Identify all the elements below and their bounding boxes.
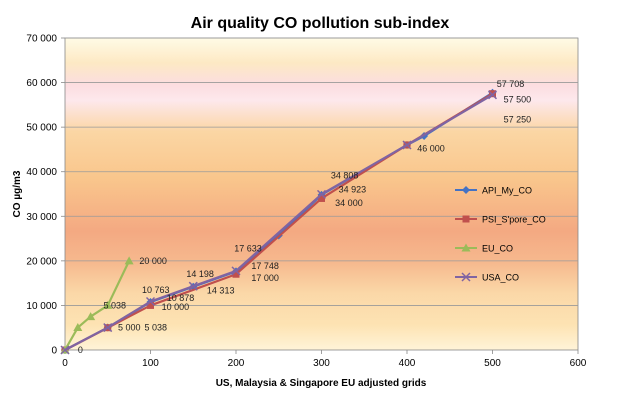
- data-point: [147, 301, 154, 309]
- data-label: 14 313: [207, 285, 235, 295]
- data-point-stroke: [487, 90, 498, 100]
- data-label: 34 000: [335, 198, 363, 208]
- legend-item: USA_CO: [455, 272, 519, 283]
- legend-item: EU_CO: [455, 243, 513, 254]
- x-tick-label: 400: [399, 358, 416, 369]
- data-point-stroke: [402, 140, 412, 150]
- data-label: 57 250: [504, 115, 532, 125]
- x-axis-label: US, Malaysia & Singapore EU adjusted gri…: [216, 378, 427, 389]
- y-tick-label: 30 000: [26, 212, 57, 223]
- data-point: [103, 300, 113, 309]
- legend-swatch-marker: [462, 186, 470, 194]
- data-point-stroke: [145, 296, 156, 307]
- data-label: 34 808: [331, 170, 359, 180]
- data-point-stroke: [231, 266, 241, 276]
- series-usa-co: [60, 90, 498, 355]
- data-point: [60, 345, 70, 355]
- data-label: 5 038: [103, 300, 126, 310]
- y-axis-label: CO µg/m3: [12, 170, 23, 217]
- legend-label: PSI_S'pore_CO: [482, 215, 546, 225]
- y-tick-label: 10 000: [26, 301, 57, 312]
- legend-item: PSI_S'pore_CO: [455, 215, 546, 225]
- x-tick-label: 100: [142, 358, 159, 369]
- data-point: [73, 323, 83, 332]
- x-axis-ticks: 0 100 200 300 400 500 600: [62, 350, 587, 369]
- legend-swatch-marker-stroke: [461, 272, 471, 282]
- data-point: [318, 194, 325, 202]
- legend: API_My_CO PSI_S'pore_CO EU_CO USA_CO: [455, 186, 546, 283]
- data-label: 17 000: [251, 273, 279, 283]
- data-label: 0: [78, 345, 83, 355]
- data-point: [86, 312, 96, 321]
- data-label: 20 000: [139, 256, 167, 266]
- legend-item: API_My_CO: [455, 186, 532, 196]
- data-point: [316, 189, 327, 199]
- chart-title: Air quality CO pollution sub-index: [191, 15, 450, 32]
- y-axis-ticks: 0 10 000 20 000 30 000 40 000 50 000 60 000 70 …: [26, 34, 65, 357]
- data-point: [188, 281, 198, 291]
- data-point-stroke: [103, 323, 113, 333]
- data-label: 57 708: [497, 79, 525, 89]
- data-label: 57 500: [504, 95, 532, 105]
- data-point: [145, 296, 156, 307]
- data-point: [231, 266, 241, 276]
- y-tick-label: 70 000: [26, 34, 57, 45]
- data-label: 14 198: [186, 269, 214, 279]
- data-point: [487, 90, 498, 100]
- data-label: 10 000: [162, 302, 190, 312]
- y-tick-label: 50 000: [26, 123, 57, 134]
- data-point-stroke: [188, 281, 198, 291]
- x-tick-label: 300: [313, 358, 330, 369]
- data-point: [232, 270, 240, 278]
- legend-label: API_My_CO: [482, 186, 532, 196]
- data-label: 17 633: [234, 243, 262, 253]
- data-point: [489, 90, 496, 98]
- legend-label: EU_CO: [482, 244, 513, 254]
- legend-label: USA_CO: [482, 273, 519, 283]
- data-label: 34 923: [339, 185, 367, 195]
- data-label: 10 878: [167, 293, 195, 303]
- y-tick-label: 20 000: [26, 256, 57, 267]
- x-tick-label: 600: [570, 358, 587, 369]
- series-line: [64, 93, 494, 351]
- data-point: [402, 140, 412, 150]
- data-point: [124, 256, 134, 265]
- y-tick-label: 60 000: [26, 78, 57, 89]
- data-label: 5 038: [145, 323, 168, 333]
- data-label: 5 000: [118, 323, 141, 333]
- data-label: 17 748: [251, 261, 279, 271]
- legend-swatch-marker: [462, 215, 470, 223]
- x-tick-label: 200: [228, 358, 245, 369]
- data-point: [103, 323, 113, 333]
- y-tick-label: 0: [51, 346, 57, 357]
- data-point-stroke: [316, 189, 327, 199]
- x-tick-label: 500: [484, 358, 501, 369]
- data-point-stroke: [60, 345, 70, 355]
- legend-swatch-marker: [461, 243, 471, 252]
- data-label: 10 763: [142, 285, 170, 295]
- legend-swatch-marker: [461, 272, 471, 282]
- x-tick-label: 0: [62, 358, 68, 369]
- series-group: [60, 88, 498, 355]
- y-tick-label: 40 000: [26, 167, 57, 178]
- data-label: 46 000: [417, 144, 445, 154]
